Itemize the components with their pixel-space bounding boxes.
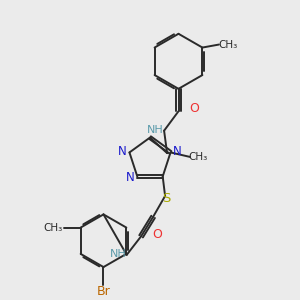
Text: O: O	[189, 102, 199, 116]
Text: N: N	[126, 171, 134, 184]
Text: CH₃: CH₃	[218, 40, 238, 50]
Text: CH₃: CH₃	[43, 223, 62, 232]
Text: CH₃: CH₃	[188, 152, 208, 162]
Text: N: N	[118, 145, 127, 158]
Text: NH: NH	[110, 249, 127, 259]
Text: O: O	[152, 228, 162, 241]
Text: N: N	[173, 145, 182, 158]
Text: Br: Br	[97, 285, 110, 298]
Text: S: S	[162, 192, 171, 205]
Text: NH: NH	[147, 125, 164, 135]
